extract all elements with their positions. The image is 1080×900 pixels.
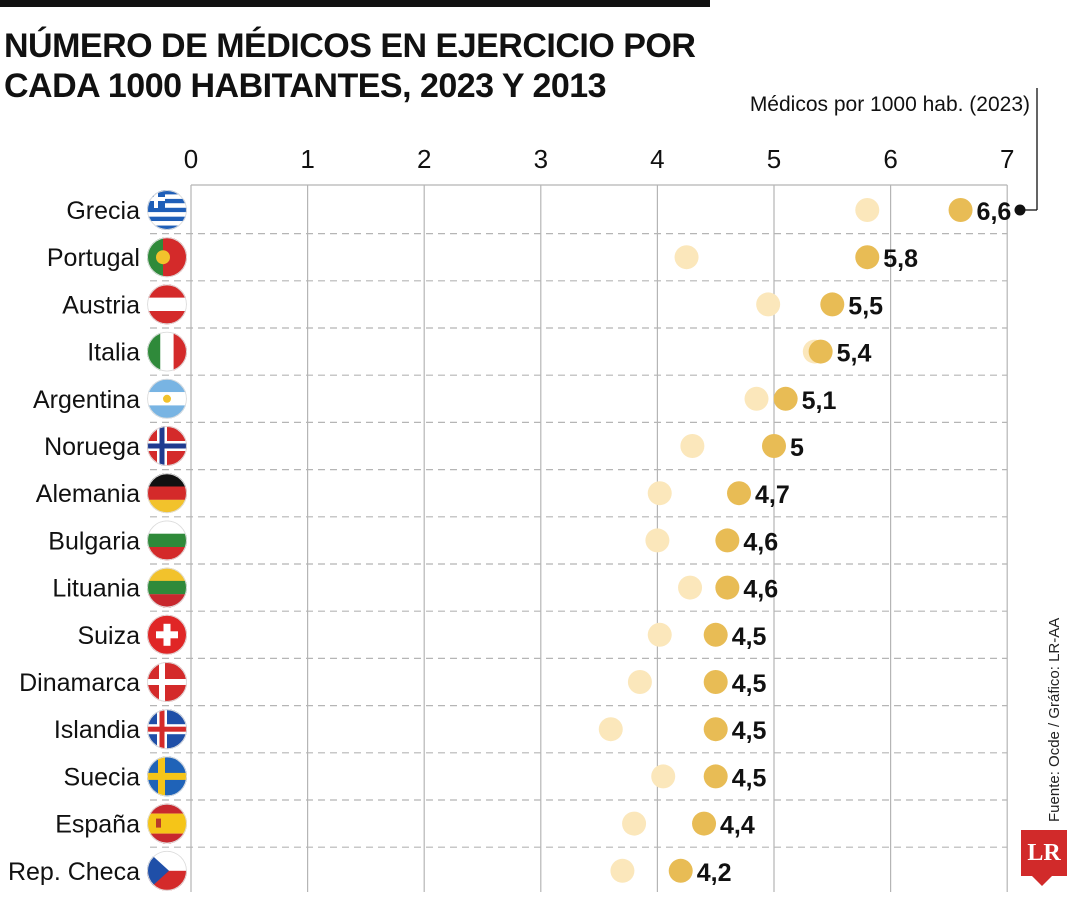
country-label: Argentina: [33, 386, 140, 414]
x-tick-label: 7: [1000, 144, 1014, 174]
country-label: Bulgaria: [48, 527, 140, 555]
country-label: Dinamarca: [19, 669, 140, 697]
dot-2023: [727, 481, 752, 506]
x-tick-label: 6: [883, 144, 897, 174]
dot-2023: [715, 528, 740, 553]
dot-2013: [598, 717, 623, 742]
dot-2013: [756, 292, 781, 317]
dot-2013: [622, 811, 647, 836]
country-label: Noruega: [44, 433, 140, 461]
value-label: 5,1: [802, 387, 837, 415]
source-note: Fuente: Ocde / Gráfico: LR-AA: [1046, 617, 1063, 822]
dot-2013: [647, 622, 672, 647]
value-label: 4,6: [743, 528, 778, 556]
value-label: 4,4: [720, 812, 755, 840]
value-label: 4,5: [732, 670, 767, 698]
austria-flag-icon: [147, 284, 187, 325]
annotation-leader-dot: [1014, 204, 1026, 216]
dot-2023: [715, 575, 740, 600]
spain-flag-icon: [147, 803, 187, 844]
dot-2013: [674, 245, 699, 270]
value-label: 4,7: [755, 481, 790, 509]
dot-2023: [703, 622, 728, 647]
country-label: España: [55, 811, 140, 839]
annotation-label: Médicos por 1000 hab. (2023): [750, 93, 1030, 116]
chart-title-line-1: NÚMERO DE MÉDICOS EN EJERCICIO POR: [4, 27, 696, 65]
country-label: Lituania: [52, 575, 140, 603]
greece-flag-icon: [147, 190, 187, 230]
value-label: 5,5: [848, 292, 883, 320]
country-label: Austria: [62, 291, 140, 319]
dot-2023: [820, 292, 845, 317]
dot-2013: [647, 481, 672, 506]
value-label: 4,5: [732, 623, 767, 651]
dot-2023: [808, 339, 833, 364]
dot-2013: [610, 858, 635, 883]
value-label: 4,5: [732, 764, 767, 792]
argentina-flag-icon: [147, 378, 187, 419]
country-label: Alemania: [36, 480, 140, 508]
dot-2023: [703, 670, 728, 694]
country-label: Rep. Checa: [8, 858, 140, 886]
portugal-flag-icon: [147, 237, 187, 278]
bulgaria-flag-icon: [147, 520, 187, 561]
lithuania-flag-icon: [147, 567, 187, 608]
dot-2013: [855, 198, 880, 222]
value-label: 4,2: [697, 859, 732, 887]
dot-2023: [855, 245, 880, 270]
x-tick-label: 4: [650, 144, 664, 174]
dot-2013: [680, 434, 705, 458]
sweden-flag-icon: [147, 756, 187, 797]
dot-2013: [627, 670, 652, 694]
country-label: Suecia: [64, 763, 141, 791]
x-tick-label: 0: [184, 144, 198, 174]
x-tick-label: 2: [417, 144, 431, 174]
czech-flag-icon: [147, 850, 187, 891]
value-label: 4,6: [743, 576, 778, 604]
dot-2023: [703, 717, 728, 742]
dot-2013: [744, 386, 769, 411]
top-rule: [0, 0, 710, 7]
lr-logo-tail: [1032, 876, 1052, 886]
x-tick-label: 3: [534, 144, 548, 174]
lr-logo: LR: [1021, 830, 1067, 876]
country-label: Grecia: [66, 197, 140, 225]
country-label: Portugal: [47, 244, 140, 272]
value-label: 6,6: [977, 198, 1012, 226]
dot-2023: [703, 764, 728, 789]
country-label: Italia: [87, 339, 140, 367]
dot-2023: [762, 434, 786, 458]
denmark-flag-icon: [147, 662, 187, 702]
value-label: 5,4: [837, 340, 872, 368]
value-label: 5: [790, 434, 804, 462]
value-label: 4,5: [732, 717, 767, 745]
dot-2013: [645, 528, 670, 553]
x-tick-label: 5: [767, 144, 781, 174]
dot-2023: [773, 386, 798, 411]
iceland-flag-icon: [147, 709, 187, 750]
country-label: Islandia: [54, 716, 140, 744]
dot-2023: [668, 858, 693, 883]
dot-2023: [948, 198, 973, 222]
dot-2013: [678, 575, 703, 600]
dot-2023: [692, 811, 717, 836]
germany-flag-icon: [147, 473, 187, 514]
chart-title-line-2: CADA 1000 HABITANTES, 2023 Y 2013: [4, 67, 607, 105]
norway-flag-icon: [147, 426, 187, 466]
value-label: 5,8: [883, 245, 918, 273]
x-tick-label: 1: [300, 144, 314, 174]
dot-2013: [651, 764, 676, 789]
switzerland-flag-icon: [147, 614, 187, 655]
chart-title: NÚMERO DE MÉDICOS EN EJERCICIO POR CADA …: [4, 26, 696, 106]
country-label: Suiza: [77, 622, 140, 650]
italy-flag-icon: [147, 331, 187, 372]
